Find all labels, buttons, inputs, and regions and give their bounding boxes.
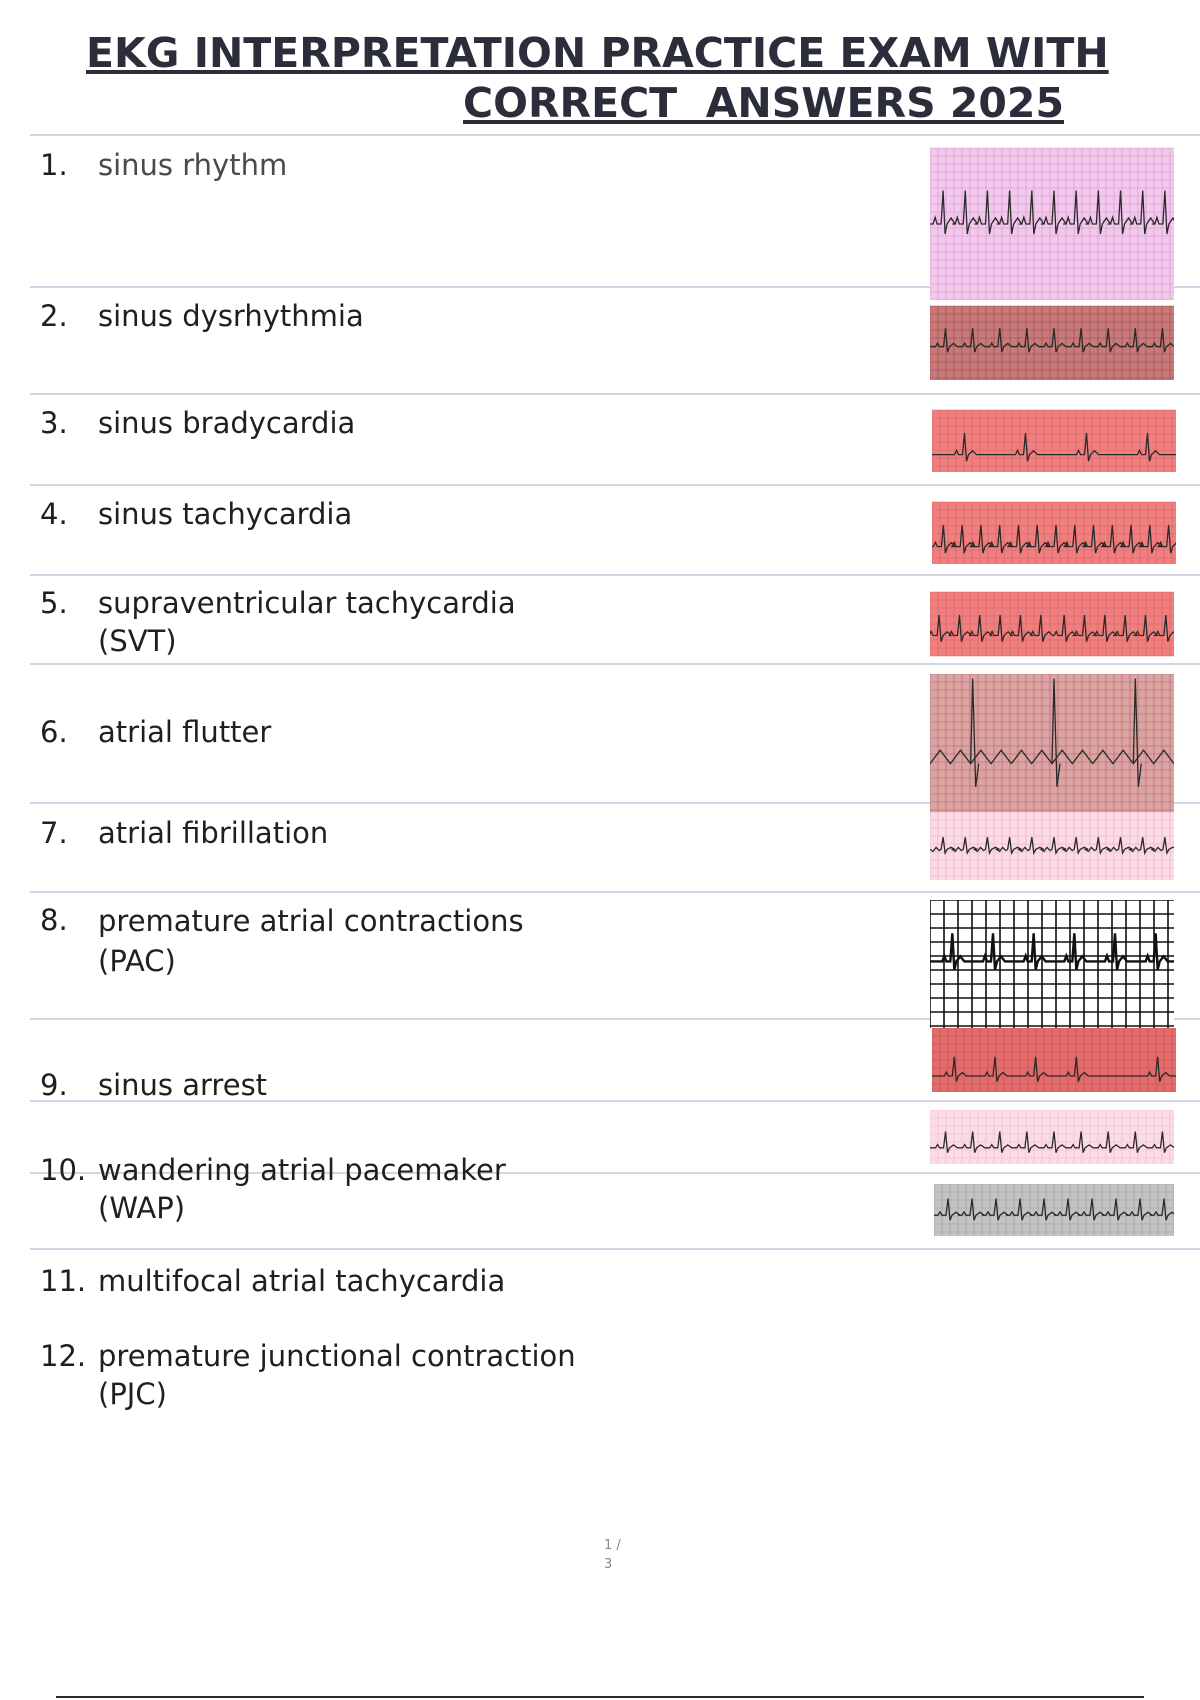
row-divider [30,134,1200,136]
item-label-line-2: (WAP) [98,1191,186,1225]
item-label-line-2: (SVT) [98,624,177,658]
item-number: 9. [40,1068,68,1102]
item-label: premature junctional contraction (PJC) [98,1337,576,1413]
item-number: 3. [40,406,68,440]
item-number: 8. [40,903,68,937]
ekg-strip-image [930,300,1174,386]
ekg-strip-svg [932,409,1176,472]
item-label-line-2: (PAC) [98,944,176,978]
page-total: 3 [604,1557,613,1572]
item-label: multifocal atrial tachycardia [98,1264,506,1298]
item-number: 6. [40,715,68,749]
row-divider [30,663,1200,665]
row-divider [30,891,1200,893]
ekg-strip-image [930,140,1174,300]
ekg-strip-svg [930,812,1174,880]
item-number: 11. [40,1264,87,1298]
ekg-strip-svg [934,1184,1174,1236]
item-label-line-1: premature junctional contraction [98,1339,576,1373]
ekg-strip-image [932,402,1176,482]
ekg-strip-image [934,1184,1174,1236]
item-label: wandering atrial pacemaker (WAP) [98,1151,506,1227]
item-label: supraventricular tachycardia (SVT) [98,584,516,660]
item-number: 4. [40,497,68,531]
row-divider [30,1172,1200,1174]
item-label: atrial fibrillation [98,816,329,850]
row-divider [30,484,1200,486]
title-line-2: CORRECT ANSWERS 2025 [463,79,1064,127]
item-label-line-2: (PJC) [98,1377,167,1411]
ekg-strip-image [930,584,1174,664]
ekg-strip-svg [930,591,1174,657]
item-number: 12. [40,1339,87,1373]
row-divider [30,1018,1200,1020]
ekg-strip-svg [930,1110,1174,1164]
item-label: sinus bradycardia [98,406,356,440]
item-label-line-1: supraventricular tachycardia [98,586,516,620]
item-label: sinus arrest [98,1068,268,1102]
ekg-strip-image [932,1028,1176,1092]
row-divider [30,393,1200,395]
title-line-1: EKG INTERPRETATION PRACTICE EXAM WITH [86,29,1109,77]
ekg-strip-svg [930,900,1174,1028]
item-number: 10. [40,1153,87,1187]
item-number: 7. [40,816,68,850]
item-label: atrial flutter [98,715,272,749]
ekg-strip-svg [930,305,1174,380]
page-current: 1 / [604,1538,621,1553]
ekg-strip-svg [932,1028,1176,1092]
ekg-strip-svg [930,147,1174,300]
ekg-strip-svg [930,674,1174,812]
item-number: 5. [40,586,68,620]
row-divider [30,286,1200,288]
ekg-strip-image [930,674,1174,812]
item-label: sinus tachycardia [98,497,353,531]
item-label: sinus rhythm [98,148,288,182]
footer-rule [56,1696,1144,1698]
ekg-strip-image [930,812,1174,880]
ekg-strip-image [930,900,1174,1028]
ekg-strip-image [932,494,1176,572]
ekg-strip-image [930,1110,1174,1164]
item-number: 2. [40,299,68,333]
item-label: premature atrial contractions (PAC) [98,901,524,981]
row-divider [30,1100,1200,1102]
item-number: 1. [40,148,68,182]
row-divider [30,574,1200,576]
page-indicator: 1 / 3 [604,1536,634,1574]
ekg-strip-svg [932,501,1176,564]
item-label-line-1: wandering atrial pacemaker [98,1153,506,1187]
row-divider [30,802,1200,804]
item-label-line-1: premature atrial contractions [98,904,524,938]
item-label: sinus dysrhythmia [98,299,364,333]
row-divider [30,1248,1200,1250]
